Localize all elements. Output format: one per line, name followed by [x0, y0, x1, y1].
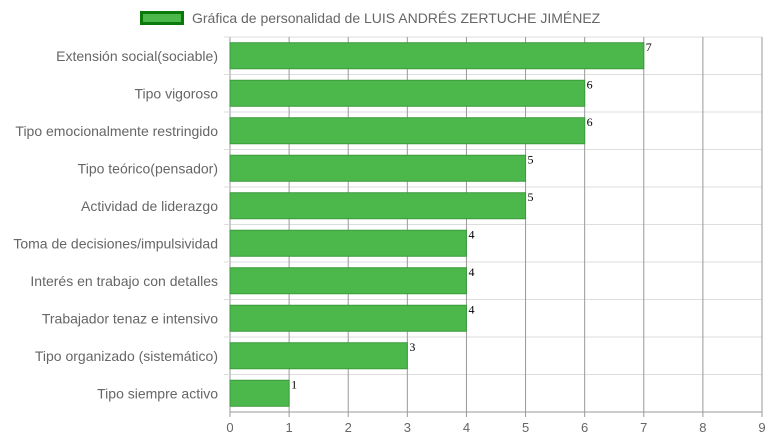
data-label: 5: [528, 190, 534, 204]
x-tick-label: 5: [522, 420, 529, 435]
data-label: 4: [468, 302, 474, 316]
bar: [229, 379, 290, 407]
x-tick-label: 0: [226, 420, 233, 435]
x-tick-label: 3: [404, 420, 411, 435]
bar: [229, 42, 645, 70]
category-label: Tipo vigoroso: [134, 85, 218, 101]
bar: [229, 154, 527, 182]
category-label: Tipo emocionalmente restringido: [15, 123, 218, 139]
x-tick-label: 4: [463, 420, 470, 435]
data-label: 1: [291, 377, 297, 391]
data-label: 6: [587, 115, 593, 129]
bar: [229, 267, 467, 295]
data-label: 3: [409, 340, 415, 354]
legend-swatch: [140, 11, 184, 25]
bar: [229, 229, 467, 257]
x-tick-label: 8: [699, 420, 706, 435]
category-label: Tipo organizado (sistemático): [35, 348, 218, 364]
data-label: 6: [587, 77, 593, 91]
x-tick-label: 2: [345, 420, 352, 435]
category-label: Tipo teórico(pensador): [78, 160, 218, 176]
bar: [229, 304, 467, 332]
data-label: 5: [528, 152, 534, 166]
data-label: 4: [468, 227, 474, 241]
category-label: Toma de decisiones/impulsividad: [13, 235, 218, 251]
x-tick-label: 9: [758, 420, 765, 435]
bar: [229, 192, 527, 220]
category-label: Tipo siempre activo: [97, 385, 218, 401]
x-tick-label: 7: [640, 420, 647, 435]
bar: [229, 117, 586, 145]
bar: [229, 79, 586, 107]
data-label: 4: [468, 265, 474, 279]
x-tick-label: 1: [285, 420, 292, 435]
legend-label: Gráfica de personalidad de LUIS ANDRÉS Z…: [192, 10, 601, 26]
category-label: Extensión social(sociable): [56, 48, 218, 64]
category-label: Actividad de liderazgo: [81, 198, 218, 214]
legend[interactable]: Gráfica de personalidad de LUIS ANDRÉS Z…: [140, 8, 600, 28]
category-label: Interés en trabajo con detalles: [30, 273, 218, 289]
data-label: 7: [646, 40, 652, 54]
category-label: Trabajador tenaz e intensivo: [42, 310, 218, 326]
bar: [229, 342, 408, 370]
x-tick-label: 6: [581, 420, 588, 435]
